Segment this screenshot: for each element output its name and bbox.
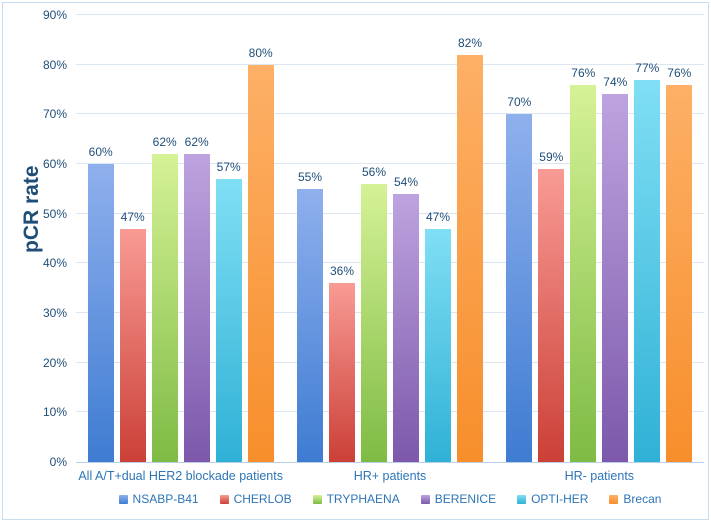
bar-value-label: 57% bbox=[216, 159, 241, 174]
y-tick-label-20%: 20% bbox=[42, 355, 67, 370]
bar-BERENICE-category-2: 74% bbox=[602, 75, 629, 462]
bar-value-label: 47% bbox=[120, 209, 145, 224]
bar-value-label: 82% bbox=[457, 35, 482, 50]
legend-item-BERENICE: BERENICE bbox=[420, 492, 497, 506]
bar-TRYPHAENA-category-1: 56% bbox=[360, 165, 387, 462]
y-tick-label-10%: 10% bbox=[42, 405, 67, 420]
bar-value-label: 36% bbox=[329, 264, 354, 279]
bar-TRYPHAENA-category-0: 62% bbox=[151, 135, 178, 462]
gridline-90% bbox=[76, 14, 704, 15]
bar-NSABP-B41-category-2: 70% bbox=[506, 95, 533, 462]
bar-value-label: 56% bbox=[361, 164, 386, 179]
y-tick-label-40%: 40% bbox=[42, 256, 67, 271]
bar-value-label: 62% bbox=[184, 135, 209, 150]
legend-item-Brecan: Brecan bbox=[609, 492, 661, 506]
bar-CHERLOB-category-2: 59% bbox=[538, 150, 565, 462]
category-label-1: HR+ patients bbox=[353, 469, 427, 483]
bar-value-label: 74% bbox=[603, 75, 628, 90]
bar-group-2: 70% 59% 76% 74% 77% 76% bbox=[495, 15, 704, 462]
legend-label: OPTI-HER bbox=[531, 492, 589, 506]
bar-value-label: 60% bbox=[88, 145, 113, 159]
bar-CHERLOB-category-0: 47% bbox=[119, 210, 146, 462]
gridline-70% bbox=[76, 113, 704, 115]
bar-value-label: 47% bbox=[425, 209, 450, 224]
plot-area: 60% 47% 62% 62% 57% 80% 55% 36% 56% 54% 47% 82% 70% 5… bbox=[76, 14, 704, 463]
bar-value-label: 54% bbox=[393, 174, 418, 189]
legend: NSABP-B41 CHERLOB TRYPHAENA BERENICE OPTI-HE… bbox=[76, 492, 704, 506]
bar-TRYPHAENA-category-2: 76% bbox=[570, 66, 597, 462]
bar-value-label: 76% bbox=[667, 65, 692, 80]
x-axis-category-labels: All A/T+dual HER2 blockade patients HR+ p… bbox=[76, 469, 704, 483]
bar-value-label: 59% bbox=[539, 149, 564, 164]
gridline-80% bbox=[76, 63, 704, 65]
bar-value-label: 55% bbox=[297, 169, 322, 184]
gridline-10% bbox=[76, 411, 704, 413]
y-tick-label-70%: 70% bbox=[42, 107, 67, 122]
bar-BERENICE-category-0: 62% bbox=[183, 135, 210, 462]
legend-item-TRYPHAENA: TRYPHAENA bbox=[312, 492, 400, 506]
y-tick-label-90%: 90% bbox=[42, 8, 67, 22]
legend-marker-icon bbox=[312, 494, 322, 504]
legend-label: TRYPHAENA bbox=[326, 492, 400, 506]
y-tick-label-60%: 60% bbox=[42, 157, 67, 171]
bar-value-label: 77% bbox=[635, 60, 660, 75]
legend-item-CHERLOB: CHERLOB bbox=[219, 492, 292, 506]
legend-marker-icon bbox=[609, 494, 619, 504]
bar-OPTI-HER-category-0: 57% bbox=[215, 160, 242, 462]
bar-NSABP-B41-category-0: 60% bbox=[87, 145, 114, 462]
legend-marker-icon bbox=[420, 494, 430, 504]
gridline-30% bbox=[76, 312, 704, 313]
bar-Brecan-category-0: 80% bbox=[247, 46, 274, 462]
bar-Brecan-category-2: 76% bbox=[666, 66, 693, 462]
bar-value-label: 76% bbox=[571, 65, 596, 80]
legend-label: Brecan bbox=[623, 492, 662, 506]
gridline-50% bbox=[76, 212, 704, 214]
bar-CHERLOB-category-1: 36% bbox=[328, 264, 355, 462]
bar-Brecan-category-1: 82% bbox=[456, 36, 483, 462]
bar-value-label: 70% bbox=[507, 95, 532, 110]
y-tick-label-0%: 0% bbox=[49, 455, 67, 469]
bar-OPTI-HER-category-2: 77% bbox=[634, 61, 661, 462]
legend-marker-icon bbox=[118, 494, 128, 504]
legend-item-OPTI-HER: OPTI-HER bbox=[517, 492, 588, 506]
bar-value-label: 80% bbox=[248, 45, 273, 60]
bar-OPTI-HER-category-1: 47% bbox=[424, 210, 451, 462]
category-label-0: All A/T+dual HER2 blockade patients bbox=[78, 469, 283, 483]
category-label-2: HR- patients bbox=[564, 469, 635, 483]
legend-label: NSABP-B41 bbox=[132, 492, 199, 506]
legend-label: BERENICE bbox=[434, 492, 497, 506]
gridline-20% bbox=[76, 361, 704, 363]
legend-marker-icon bbox=[517, 494, 527, 504]
gridline-60% bbox=[76, 163, 704, 164]
y-tick-label-80%: 80% bbox=[42, 57, 67, 72]
legend-label: CHERLOB bbox=[233, 492, 292, 506]
gridline-40% bbox=[76, 262, 704, 264]
y-axis-tick-labels: 0% 10% 20% 30% 40% 50% 60% 70% 80% 90% bbox=[3, 8, 67, 469]
legend-item-NSABP-B41: NSABP-B41 bbox=[118, 492, 199, 506]
bar-NSABP-B41-category-1: 55% bbox=[296, 170, 323, 462]
y-tick-label-30%: 30% bbox=[42, 306, 67, 320]
bar-value-label: 62% bbox=[152, 135, 177, 150]
y-tick-label-50%: 50% bbox=[42, 206, 67, 221]
bar-groups: 60% 47% 62% 62% 57% 80% 55% 36% 56% 54% 47% 82% 70% 5… bbox=[76, 15, 704, 462]
legend-marker-icon bbox=[219, 494, 229, 504]
bar-BERENICE-category-1: 54% bbox=[392, 175, 419, 462]
bar-group-0: 60% 47% 62% 62% 57% 80% bbox=[76, 15, 285, 462]
bar-group-1: 55% 36% 56% 54% 47% 82% bbox=[285, 15, 494, 462]
